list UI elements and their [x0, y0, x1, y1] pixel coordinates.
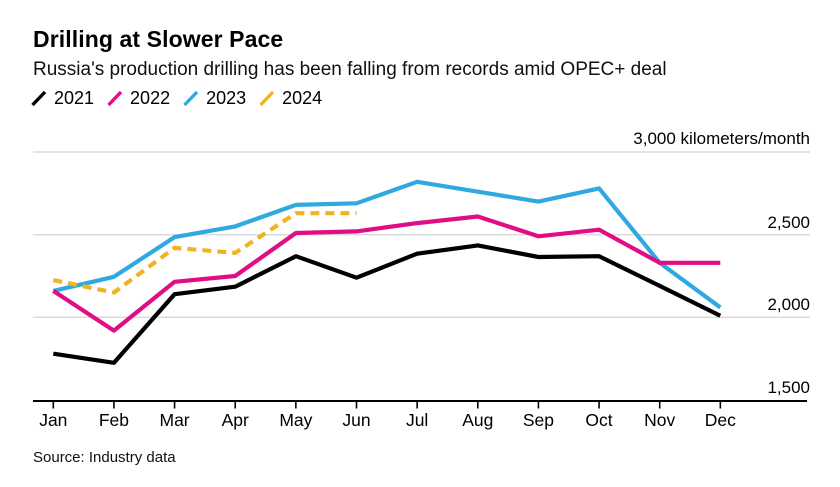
x-axis-label-jan: Jan	[39, 410, 68, 430]
chart-title: Drilling at Slower Pace	[33, 26, 284, 52]
x-axis-label-jul: Jul	[405, 410, 429, 430]
source-note: Source: Industry data	[33, 449, 176, 466]
legend-slash-icon-2022	[107, 90, 123, 107]
x-axis-label-nov: Nov	[644, 410, 676, 430]
chart-subtitle: Russia's production drilling has been fa…	[33, 59, 667, 80]
x-axis-label-aug: Aug	[462, 410, 494, 430]
x-axis-label-may: May	[279, 410, 313, 430]
x-axis-label-dec: Dec	[704, 410, 736, 430]
series-line-2022	[52, 214, 721, 333]
x-axis-label-sep: Sep	[522, 410, 554, 430]
x-axis-label-jun: Jun	[342, 410, 371, 430]
y-axis-unit-label: 3,000 kilometers/month	[633, 129, 810, 148]
legend-label-2022: 2022	[130, 88, 171, 108]
legend-item-2021: 2021	[31, 88, 94, 109]
chart-legend: 2021 2022 2023 2024	[31, 88, 322, 109]
x-axis-label-apr: Apr	[221, 410, 249, 430]
y-axis-label-2000: 2,000	[767, 295, 810, 315]
legend-item-2024: 2024	[259, 88, 322, 109]
legend-label-2023: 2023	[206, 88, 247, 108]
legend-label-2021: 2021	[54, 88, 95, 108]
x-axis-label-mar: Mar	[159, 410, 190, 430]
y-axis-label-2500: 2,500	[767, 212, 810, 232]
legend-item-2023: 2023	[183, 88, 246, 109]
x-axis-label-oct: Oct	[585, 410, 613, 430]
legend-slash-icon-2021	[31, 90, 47, 107]
series-line-2023	[52, 179, 722, 310]
legend-item-2022: 2022	[107, 88, 170, 109]
legend-slash-icon-2024	[259, 90, 275, 107]
legend-slash-icon-2023	[183, 90, 199, 107]
legend-label-2024: 2024	[282, 88, 323, 108]
y-axis-label-1500: 1,500	[767, 378, 810, 397]
x-axis-label-feb: Feb	[98, 410, 130, 430]
series-line-2021	[52, 243, 722, 365]
series-line-2024	[52, 211, 357, 295]
